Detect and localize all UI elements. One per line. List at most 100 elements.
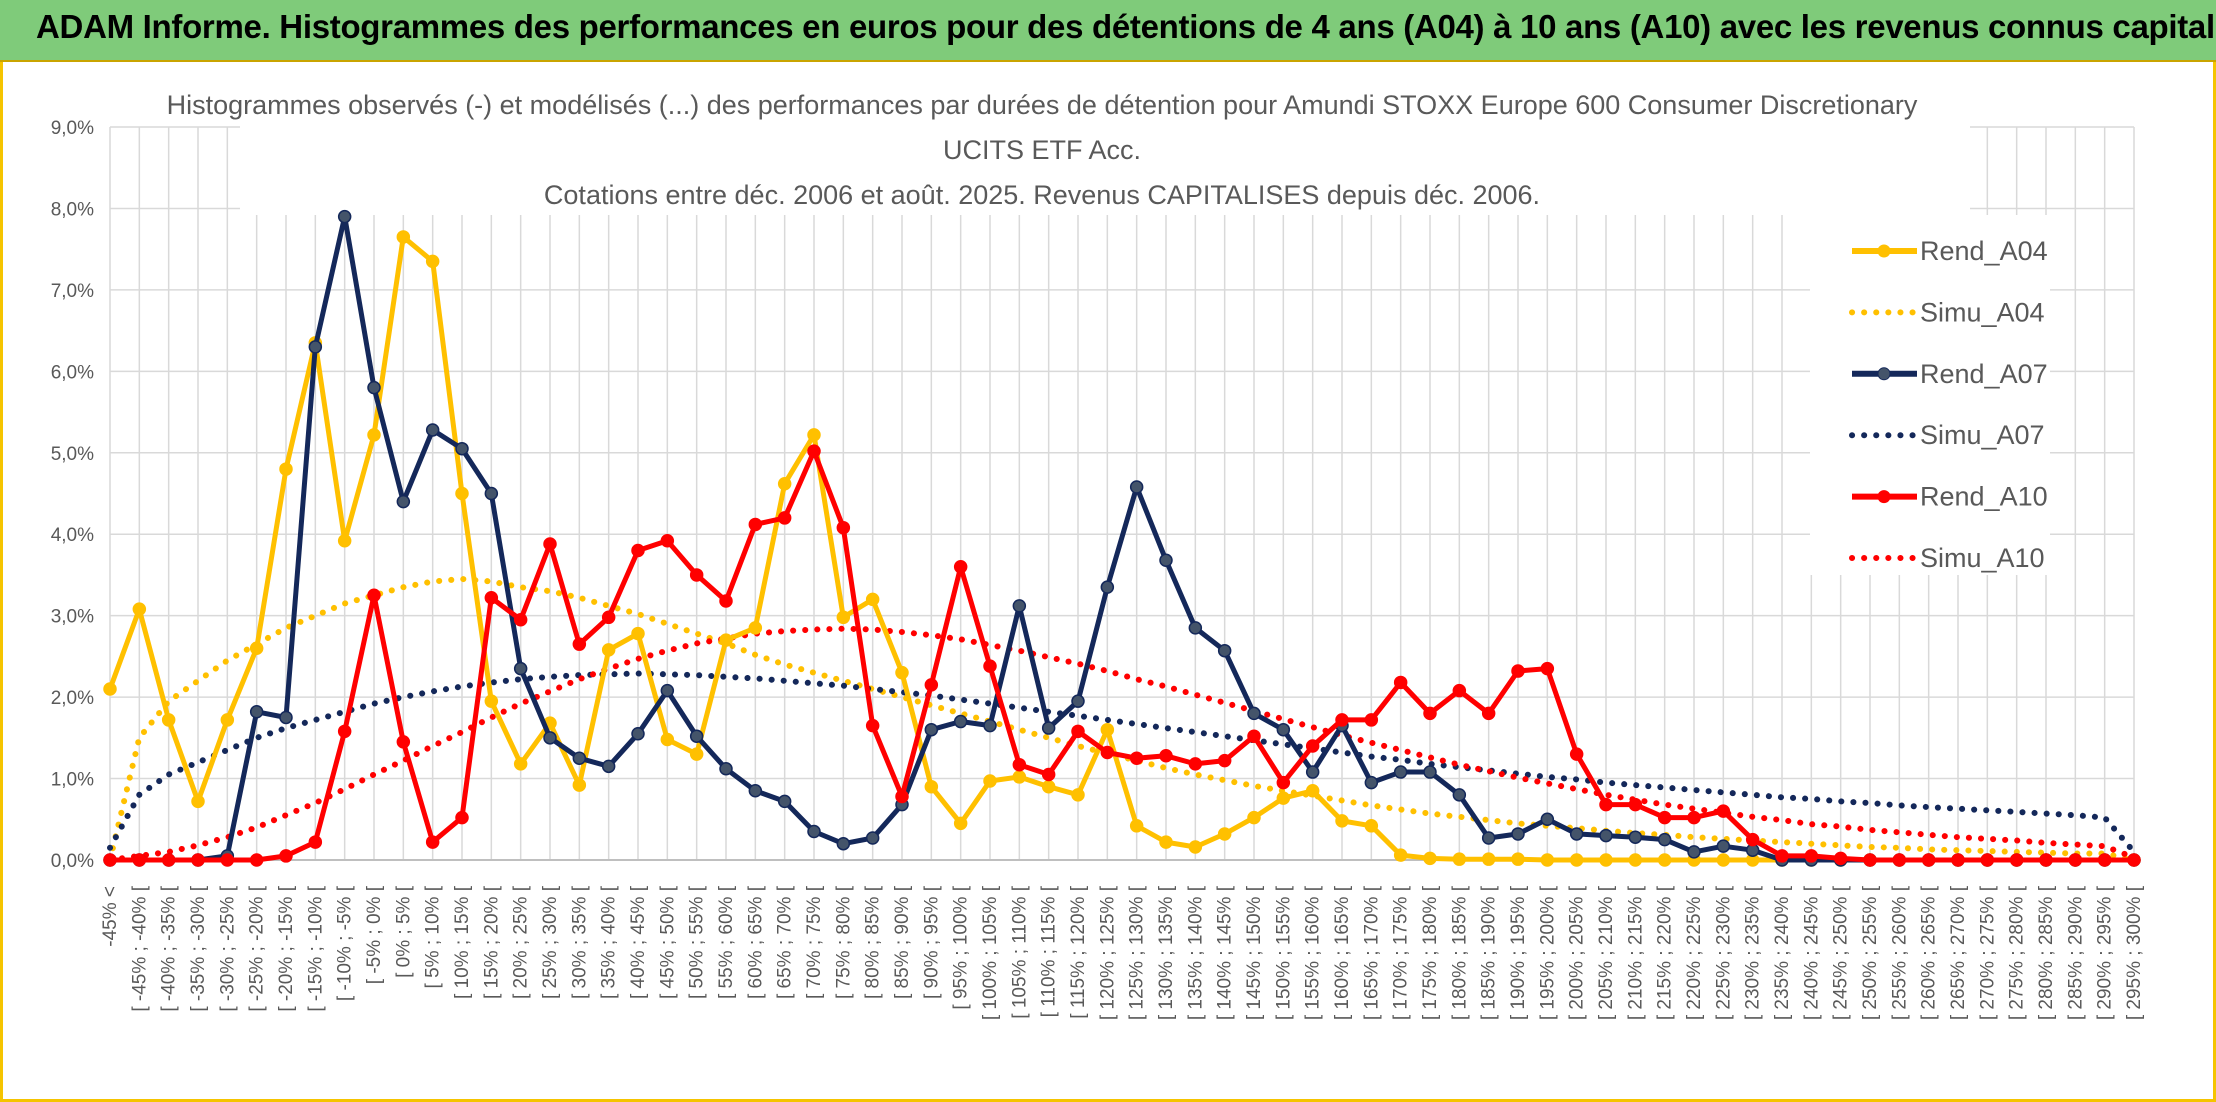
data-point-Rend_A07 [279, 710, 293, 725]
data-point-Rend_A10 [1452, 683, 1467, 698]
data-point-Rend_A04 [484, 694, 499, 708]
data-point-Rend_A10 [2127, 853, 2141, 867]
data-point-Rend_A07 [1511, 827, 1525, 841]
data-point-Rend_A04 [1628, 853, 1643, 867]
legend-item-Simu_A07: Simu_A07 [1849, 420, 2045, 450]
data-point-Rend_A07 [924, 722, 939, 737]
data-point-Rend_A10 [1393, 675, 1408, 690]
data-point-Rend_A10 [1833, 851, 1848, 866]
data-point-Rend_A10 [1071, 724, 1085, 739]
data-point-Rend_A04 [1393, 848, 1408, 862]
data-point-Rend_A07 [1247, 706, 1261, 721]
data-point-Rend_A10 [1041, 767, 1056, 782]
data-point-Rend_A10 [337, 724, 352, 739]
x-tick-label: [ -10% ; -5% [ [335, 885, 356, 1001]
y-tick-label: 9,0% [51, 118, 94, 139]
x-tick-label: [ 145% ; 150% [ [1244, 885, 1265, 1020]
x-tick-label: [ 255% ; 260% [ [1889, 885, 1910, 1020]
data-point-Rend_A04 [631, 626, 645, 641]
x-tick-label: [ 245% ; 250% [ [1831, 885, 1852, 1020]
data-point-Rend_A04 [689, 747, 704, 761]
report-banner: ADAM Informe. Histogrammes des performan… [0, 0, 2216, 62]
data-point-Rend_A10 [191, 853, 205, 867]
x-tick-label: [ 175% ; 180% [ [1420, 885, 1441, 1020]
data-point-Rend_A04 [1540, 853, 1555, 867]
x-tick-label: [ 290% ; 295% [ [2095, 885, 2116, 1020]
data-point-Rend_A07 [1628, 830, 1643, 844]
data-point-Rend_A04 [865, 592, 880, 607]
data-point-Rend_A07 [719, 762, 733, 776]
x-tick-label: [ 80% ; 85% [ [863, 885, 884, 999]
y-tick-label: 8,0% [51, 199, 94, 220]
y-tick-label: 6,0% [51, 362, 94, 383]
x-tick-label: [ 75% ; 80% [ [833, 885, 854, 999]
data-point-Rend_A10 [748, 517, 763, 532]
data-point-Rend_A04 [836, 610, 851, 625]
data-point-Rend_A07 [1276, 722, 1291, 737]
data-point-Rend_A10 [1511, 664, 1525, 678]
data-point-Rend_A07 [1716, 839, 1731, 853]
data-point-Rend_A07 [1481, 831, 1496, 845]
data-point-Rend_A04 [103, 682, 117, 696]
x-tick-label: [ 105% ; 110% [ [1009, 885, 1030, 1018]
legend: Rend_A04 Simu_A04 Rend_A07 Simu_A07 Rend_A10… [1849, 236, 2048, 573]
x-tick-label: [ 210% ; 215% [ [1625, 885, 1646, 1020]
x-tick-label: [ 270% ; 275% [ [1977, 885, 1998, 1020]
data-point-Rend_A07 [1100, 580, 1115, 594]
data-point-Rend_A10 [1364, 713, 1379, 727]
x-tick-label: [ 120% ; 125% [ [1097, 885, 1118, 1020]
data-point-Rend_A04 [1276, 791, 1291, 805]
x-tick-label: [ 280% ; 285% [ [2036, 885, 2057, 1020]
x-tick-label: [ 35% ; 40% [ [599, 885, 620, 999]
series-line-Simu_A04 [107, 575, 2137, 863]
data-point-Rend_A10 [1129, 751, 1144, 765]
data-point-Rend_A07 [601, 759, 616, 774]
y-tick-label: 2,0% [51, 688, 94, 709]
data-point-Rend_A10 [2068, 853, 2083, 867]
data-point-Rend_A10 [308, 835, 323, 849]
data-point-Rend_A07 [777, 794, 792, 809]
data-point-Rend_A04 [807, 428, 821, 442]
x-tick-label: [ 60% ; 65% [ [745, 885, 766, 999]
data-point-Rend_A10 [1599, 797, 1613, 812]
data-point-Rend_A04 [191, 794, 205, 809]
data-point-Rend_A04 [132, 602, 147, 616]
data-point-Rend_A10 [1921, 853, 1936, 867]
data-point-Rend_A04 [1012, 770, 1027, 784]
data-point-Rend_A07 [1159, 553, 1173, 568]
x-tick-label: [ 50% ; 55% [ [687, 885, 708, 999]
data-point-Rend_A07 [1540, 812, 1555, 827]
x-tick-label: [ 135% ; 140% [ [1185, 885, 1206, 1020]
data-point-Rend_A10 [2097, 853, 2112, 867]
x-tick-label: [ 265% ; 270% [ [1948, 885, 1969, 1020]
chart-title-line-1: Histogrammes observés (-) et modélisés (… [167, 90, 1918, 120]
x-tick-label: [ 150% ; 155% [ [1273, 885, 1294, 1020]
y-tick-label: 3,0% [51, 607, 94, 628]
y-tick-label: 7,0% [51, 281, 94, 302]
data-point-Rend_A10 [1540, 661, 1555, 676]
x-tick-label: [ 240% ; 245% [ [1801, 885, 1822, 1020]
x-tick-label: [ -30% ; -25% [ [217, 885, 238, 1011]
x-tick-label: [ 95% ; 100% [ [951, 885, 972, 1009]
data-point-Rend_A10 [1628, 797, 1643, 812]
data-point-Rend_A04 [425, 254, 440, 269]
data-point-Rend_A04 [1247, 810, 1261, 825]
x-tick-label: [ 230% ; 235% [ [1743, 885, 1764, 1020]
x-tick-label: [ -5% ; 0% [ [364, 885, 385, 984]
data-point-Rend_A07 [1188, 621, 1203, 635]
data-point-Rend_A07 [543, 731, 557, 745]
data-point-Rend_A10 [1305, 739, 1320, 753]
x-tick-label: [ 165% ; 170% [ [1361, 885, 1382, 1020]
data-point-Rend_A10 [1687, 810, 1701, 825]
data-point-Rend_A04 [279, 462, 293, 476]
title-backdrop [240, 80, 1970, 215]
legend-marker [1877, 244, 1891, 258]
x-tick-label: [ 115% ; 120% [ [1068, 885, 1089, 1018]
data-point-Rend_A04 [1041, 779, 1056, 794]
data-point-Rend_A10 [953, 560, 968, 574]
x-tick-label: [ 55% ; 60% [ [716, 885, 737, 999]
data-point-Rend_A10 [220, 853, 235, 867]
legend-item-Rend_A04: Rend_A04 [1852, 236, 2048, 266]
data-point-Rend_A04 [367, 428, 381, 442]
data-point-Rend_A04 [895, 665, 909, 680]
